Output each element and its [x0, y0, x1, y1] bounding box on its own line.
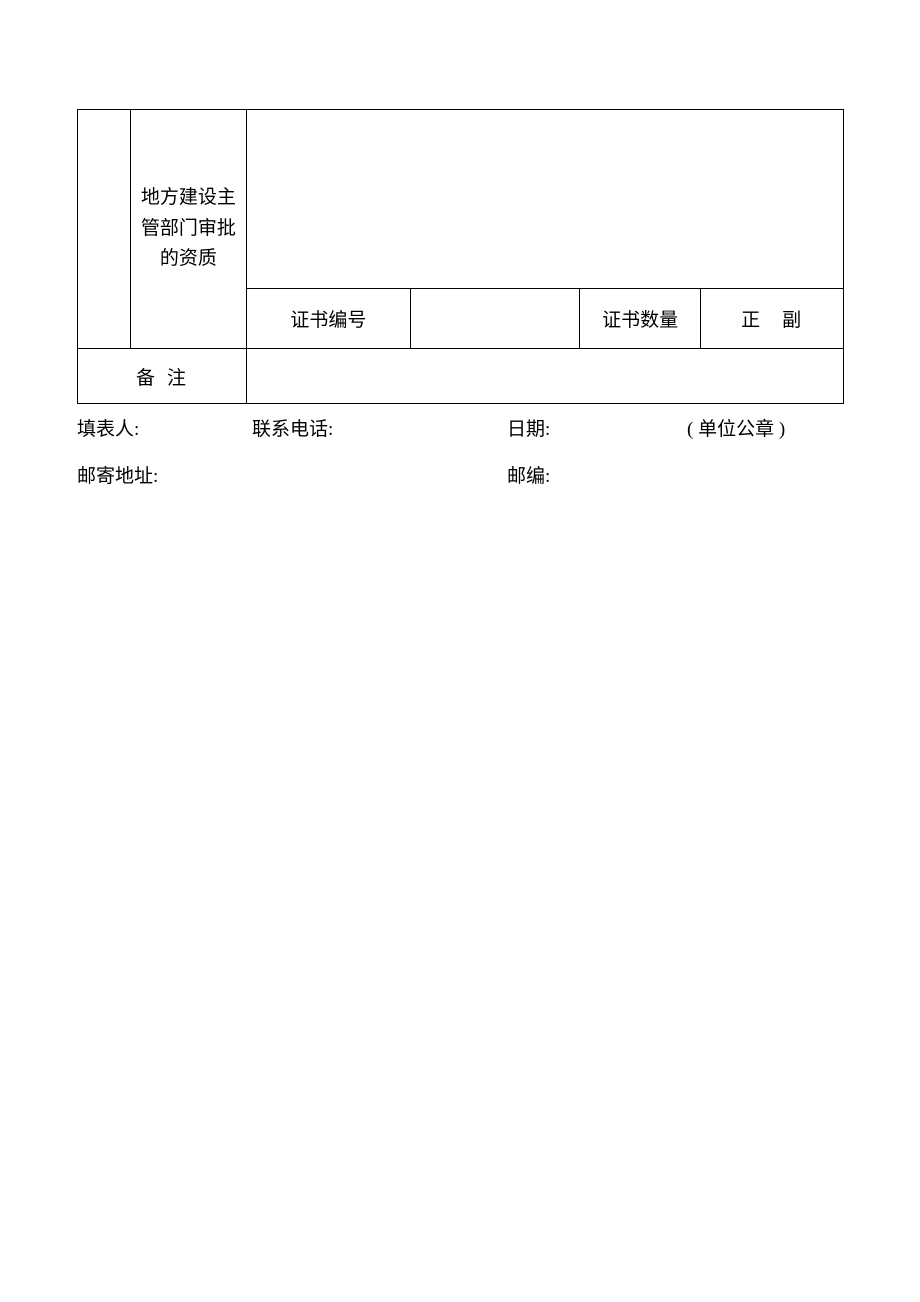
postcode-label: 邮编:	[507, 463, 550, 492]
table-row: 备注	[78, 349, 844, 404]
cert-number-label: 证书编号	[247, 288, 411, 348]
qualification-content-cell	[247, 110, 844, 289]
phone-label: 联系电话:	[252, 416, 507, 445]
footer-row-2: 邮寄地址: 邮编:	[77, 463, 844, 492]
qualification-table: 地方建设主管部门审批的资质 证书编号 证书数量 正副 备注	[77, 109, 844, 404]
cert-number-value	[410, 288, 579, 348]
local-qualification-header: 地方建设主管部门审批的资质	[130, 110, 246, 349]
filler-label: 填表人:	[77, 416, 252, 445]
remark-value	[247, 349, 844, 404]
stamp-label: ( 单位公章 )	[687, 416, 785, 445]
left-category-cell	[78, 110, 131, 349]
address-label: 邮寄地址:	[77, 463, 507, 492]
remark-label: 备注	[78, 349, 247, 404]
date-label: 日期:	[507, 416, 687, 445]
cert-qty-label: 证书数量	[579, 288, 701, 348]
form-container: 地方建设主管部门审批的资质 证书编号 证书数量 正副 备注 填表人: 联系电话:…	[77, 109, 844, 491]
zheng-fu-label: 正副	[701, 288, 844, 348]
footer-row-1: 填表人: 联系电话: 日期: ( 单位公章 )	[77, 416, 844, 445]
table-row: 地方建设主管部门审批的资质	[78, 110, 844, 289]
